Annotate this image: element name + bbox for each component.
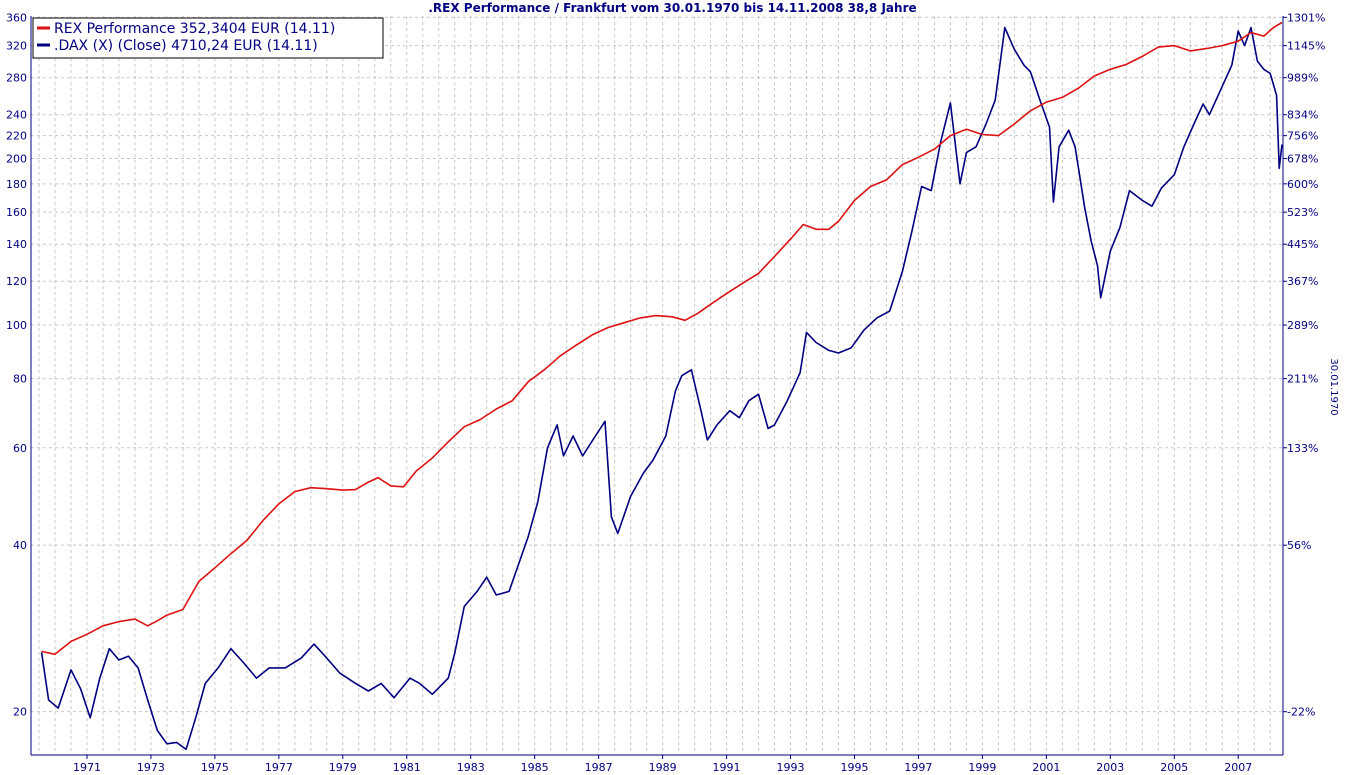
y-tick-label-left: 280 xyxy=(6,72,27,85)
y-tick-label-left: 100 xyxy=(6,319,27,332)
y-tick-label-left: 220 xyxy=(6,130,27,143)
y-tick-label-left: 20 xyxy=(13,706,27,719)
y-tick-label-left: 80 xyxy=(13,373,27,386)
y-tick-label-left: 60 xyxy=(13,442,27,455)
y-tick-label-right: 600% xyxy=(1287,178,1318,191)
legend-box xyxy=(32,17,384,59)
y-tick-label-right: -22% xyxy=(1287,706,1315,719)
y-tick-label-left: 240 xyxy=(6,109,27,122)
x-tick-label: 1981 xyxy=(393,761,421,774)
x-tick-label: 2003 xyxy=(1096,761,1124,774)
y-tick-label-right: 445% xyxy=(1287,238,1318,251)
x-tick-label: 1987 xyxy=(585,761,613,774)
y-tick-label-right: 1301% xyxy=(1287,11,1325,24)
x-tick-label: 1979 xyxy=(329,761,357,774)
y-tick-label-right: 523% xyxy=(1287,206,1318,219)
y-tick-label-left: 320 xyxy=(6,40,27,53)
chart-title: .REX Performance / Frankfurt vom 30.01.1… xyxy=(428,1,917,15)
y-tick-label-left: 120 xyxy=(6,275,27,288)
right-axis-ticks: 1301% 1145% 989% 834% 756% 678% 600% 523% 445% 36… xyxy=(1283,11,1325,719)
y-tick-label-right: 678% xyxy=(1287,153,1318,166)
y-tick-label-left: 160 xyxy=(6,206,27,219)
y-tick-label-right: 367% xyxy=(1287,275,1318,288)
x-tick-label: 2005 xyxy=(1160,761,1188,774)
y-tick-label-right: 1145% xyxy=(1287,40,1325,53)
series-layer xyxy=(40,21,1283,751)
right-axis-label: 30.01.1970 xyxy=(1328,358,1339,415)
x-tick-label: 1983 xyxy=(457,761,485,774)
legend-label: .DAX (X) (Close) 4710,24 EUR (14.11) xyxy=(54,38,318,54)
y-tick-label-right: 211% xyxy=(1287,373,1318,386)
x-axis-ticks: 1971 1973 1975 1977 1979 1981 1983 1985 1987 1989… xyxy=(73,755,1252,774)
grid-lines xyxy=(31,16,1283,755)
x-tick-label: 1999 xyxy=(968,761,996,774)
legend-label: REX Performance 352,3404 EUR (14.11) xyxy=(54,21,335,37)
x-tick-label: 1973 xyxy=(137,761,165,774)
left-axis-ticks: 360 320 280 240 220 200 180 160 140 120 100 80 60 40 2… xyxy=(6,11,27,718)
x-tick-label: 2001 xyxy=(1032,761,1060,774)
x-tick-label: 2007 xyxy=(1224,761,1252,774)
series-line-dax xyxy=(40,26,1283,751)
y-tick-label-left: 140 xyxy=(6,238,27,251)
y-tick-label-left: 40 xyxy=(13,539,27,552)
x-tick-label: 1997 xyxy=(904,761,932,774)
legend: REX Performance 352,3404 EUR (14.11).DAX… xyxy=(32,17,384,59)
x-tick-label: 1991 xyxy=(713,761,741,774)
series-line-rex xyxy=(41,21,1283,656)
x-tick-label: 1985 xyxy=(521,761,549,774)
y-tick-label-right: 834% xyxy=(1287,109,1318,122)
y-tick-label-right: 56% xyxy=(1287,539,1311,552)
y-tick-label-right: 133% xyxy=(1287,442,1318,455)
x-tick-label: 1995 xyxy=(840,761,868,774)
y-tick-label-left: 180 xyxy=(6,178,27,191)
y-tick-label-left: 360 xyxy=(6,11,27,24)
x-tick-label: 1989 xyxy=(649,761,677,774)
x-tick-label: 1993 xyxy=(777,761,805,774)
x-tick-label: 1977 xyxy=(265,761,293,774)
y-tick-label-left: 200 xyxy=(6,153,27,166)
y-tick-label-right: 756% xyxy=(1287,130,1318,143)
x-tick-label: 1971 xyxy=(73,761,101,774)
y-tick-label-right: 989% xyxy=(1287,72,1318,85)
x-tick-label: 1975 xyxy=(201,761,229,774)
axes xyxy=(30,16,1284,756)
y-tick-label-right: 289% xyxy=(1287,319,1318,332)
